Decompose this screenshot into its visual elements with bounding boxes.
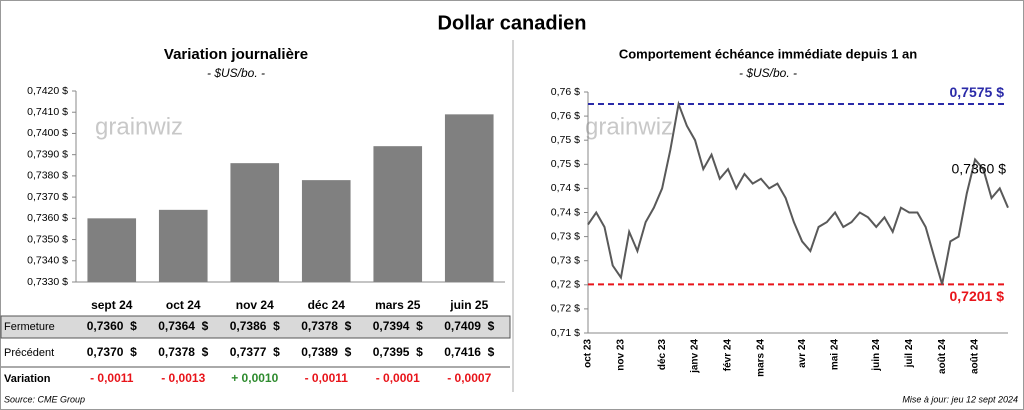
x-tick-label: juil 24 [904, 339, 915, 369]
bar [301, 180, 351, 282]
y-tick-label: 0,7350 $ [27, 233, 68, 245]
x-tick-label: juin 25 [449, 298, 488, 312]
table-cell: 0,7378 $ [301, 319, 351, 333]
watermark: grainwiz [95, 113, 183, 140]
x-tick-label: déc 23 [657, 339, 668, 371]
table-cell: - 0,0007 [447, 371, 491, 385]
chart-title: Comportement échéance immédiate depuis 1… [619, 46, 917, 61]
table-cell: - 0,0013 [161, 371, 205, 385]
bar [230, 163, 280, 282]
bar [373, 146, 423, 282]
y-tick-label: 0,7370 $ [27, 191, 68, 203]
y-tick-label: 0,75 $ [551, 158, 580, 170]
page-title: Dollar canadien [438, 12, 587, 34]
table-cell: - 0,0011 [305, 371, 349, 385]
y-tick-label: 0,72 $ [551, 303, 580, 315]
y-tick-label: 0,71 $ [551, 327, 580, 339]
chart-subtitle: - $US/bo. - [739, 66, 797, 80]
chart-subtitle: - $US/bo. - [207, 66, 265, 80]
y-tick-label: 0,72 $ [551, 279, 580, 291]
table-cell: 0,7395 $ [373, 345, 423, 359]
bar [444, 114, 494, 282]
y-tick-label: 0,7420 $ [27, 85, 68, 97]
x-tick-label: août 24 [937, 339, 948, 374]
y-tick-label: 0,74 $ [551, 206, 580, 218]
table-cell: 0,7416 $ [444, 345, 494, 359]
y-tick-label: 0,76 $ [551, 86, 580, 98]
watermark: grainwiz [585, 113, 673, 140]
table-cell: - 0,0011 [90, 371, 134, 385]
table-cell: - 0,0001 [376, 371, 420, 385]
x-tick-label: août 24 [970, 339, 981, 374]
table-cell: 0,7364 $ [158, 319, 208, 333]
table-cell: 0,7370 $ [87, 345, 137, 359]
table-cell: 0,7360 $ [87, 319, 137, 333]
y-tick-label: 0,7400 $ [27, 127, 68, 139]
x-tick-label: avr 24 [797, 339, 808, 368]
table-cell: 0,7389 $ [301, 345, 351, 359]
y-tick-label: 0,7410 $ [27, 106, 68, 118]
table-cell: 0,7394 $ [373, 319, 423, 333]
y-tick-label: 0,74 $ [551, 182, 580, 194]
bar [158, 209, 208, 282]
table-cell: + 0,0010 [231, 371, 278, 385]
table-cell: 0,7378 $ [158, 345, 208, 359]
x-tick-label: déc 24 [308, 298, 346, 312]
source: Source: CME Group [4, 394, 85, 404]
y-tick-label: 0,75 $ [551, 134, 580, 146]
x-tick-label: oct 24 [166, 298, 201, 312]
y-tick-label: 0,7360 $ [27, 212, 68, 224]
table-cell: 0,7409 $ [444, 319, 494, 333]
y-tick-label: 0,7330 $ [27, 276, 68, 288]
reference-label: 0,7575 $ [950, 84, 1005, 100]
row-label: Précédent [4, 347, 54, 359]
x-tick-label: févr 24 [723, 339, 734, 372]
row-label: Fermeture [4, 321, 55, 333]
end-label: 0,7360 $ [952, 160, 1007, 176]
y-tick-label: 0,73 $ [551, 230, 580, 242]
x-tick-label: sept 24 [91, 298, 133, 312]
row-label: Variation [4, 373, 51, 385]
price-line [587, 100, 1009, 285]
x-tick-label: mars 24 [756, 339, 767, 377]
y-tick-label: 0,7390 $ [27, 148, 68, 160]
y-tick-label: 0,7340 $ [27, 255, 68, 267]
row-bg [0, 315, 511, 339]
x-tick-label: mars 25 [375, 298, 421, 312]
x-tick-label: janv 24 [690, 339, 701, 374]
y-tick-label: 0,76 $ [551, 110, 580, 122]
updated: Mise à jour: jeu 12 sept 2024 [902, 394, 1018, 404]
x-tick-label: nov 24 [236, 298, 274, 312]
table-cell: 0,7377 $ [230, 345, 280, 359]
x-tick-label: oct 23 [583, 339, 594, 368]
x-tick-label: nov 23 [616, 339, 627, 371]
x-tick-label: juin 24 [871, 339, 882, 372]
y-tick-label: 0,7380 $ [27, 170, 68, 182]
bar [87, 218, 137, 282]
y-tick-label: 0,73 $ [551, 254, 580, 266]
reference-label: 0,7201 $ [950, 288, 1005, 304]
chart-title: Variation journalière [164, 46, 308, 63]
table-cell: 0,7386 $ [230, 319, 280, 333]
x-tick-label: mai 24 [830, 339, 841, 371]
